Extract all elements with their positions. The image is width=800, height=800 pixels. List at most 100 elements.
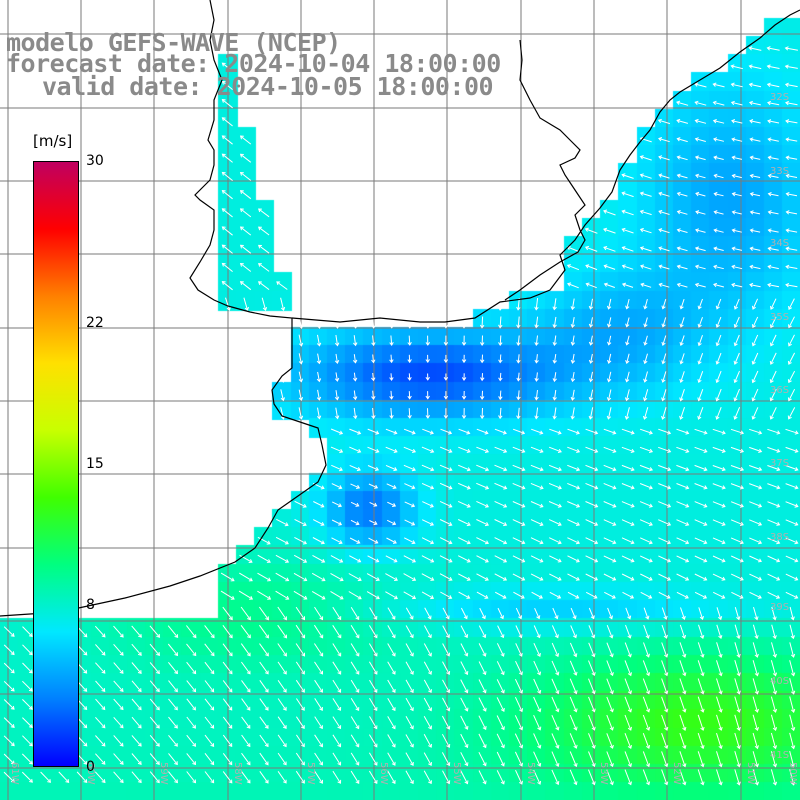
wind-arrow <box>369 607 378 620</box>
wind-arrow <box>750 175 761 178</box>
wind-arrow <box>679 769 686 785</box>
wind-arrow <box>335 353 338 364</box>
wind-arrow-head <box>371 396 376 400</box>
wind-arrow <box>624 642 632 657</box>
wind-arrow-head <box>83 706 88 711</box>
wind-arrow-head <box>754 727 759 732</box>
wind-arrow <box>222 99 233 109</box>
wind-arrow <box>553 372 557 382</box>
wind-arrow-head <box>639 155 644 160</box>
wind-arrow <box>767 102 780 106</box>
wind-arrow-head <box>667 467 672 472</box>
wind-arrow <box>496 679 505 694</box>
longitude-label: 51W <box>745 762 756 785</box>
wind-arrow-head <box>731 246 736 251</box>
wind-arrow <box>567 246 580 253</box>
wind-arrow <box>222 661 233 675</box>
wind-arrow-head <box>137 761 142 765</box>
wind-arrow-head <box>539 540 544 545</box>
wind-arrow <box>405 770 414 784</box>
wind-arrow-head <box>192 670 197 675</box>
wind-arrow-head <box>733 360 738 365</box>
wind-arrow <box>387 607 396 620</box>
wind-arrow-head <box>646 672 651 677</box>
wind-arrow-head <box>776 485 781 490</box>
wind-arrow <box>113 662 124 674</box>
wind-arrow <box>768 211 779 215</box>
wind-arrow <box>421 537 434 544</box>
wind-arrow <box>387 752 396 766</box>
wind-arrow-head <box>609 634 614 639</box>
wind-arrow <box>567 537 580 544</box>
wind-arrow-head <box>552 341 557 346</box>
wind-arrow-head <box>790 653 796 658</box>
wind-arrow <box>421 591 434 599</box>
wind-arrow <box>243 297 248 311</box>
wind-arrow <box>530 519 544 526</box>
wind-arrow-head <box>443 377 449 381</box>
wind-arrow-head <box>339 430 344 435</box>
wind-arrow <box>734 696 740 713</box>
wind-arrow <box>716 298 722 309</box>
wind-arrow <box>785 555 798 562</box>
wind-arrow-head <box>658 137 663 142</box>
wind-arrow-head <box>751 415 756 420</box>
wind-arrow <box>588 607 595 619</box>
wind-arrow <box>639 464 653 471</box>
wind-arrow <box>752 732 758 749</box>
wind-arrow-head <box>239 208 244 213</box>
wind-arrow <box>640 265 652 270</box>
wind-arrow <box>694 519 707 526</box>
wind-arrow-head <box>554 634 559 639</box>
wind-arrow-head <box>375 448 380 453</box>
wind-arrow-head <box>664 653 669 658</box>
wind-arrow <box>551 714 559 731</box>
wind-arrow <box>314 716 323 729</box>
wind-arrow <box>317 407 320 419</box>
wind-arrow <box>603 228 616 234</box>
wind-arrow <box>548 519 562 526</box>
wind-arrow <box>749 102 761 106</box>
wind-arrow-head <box>373 779 378 784</box>
wind-arrow-head <box>790 745 796 750</box>
wind-arrow-head <box>257 226 262 231</box>
wind-arrow <box>222 606 233 620</box>
wind-arrow-head <box>174 761 178 766</box>
wind-arrow <box>530 573 543 581</box>
wind-arrow <box>734 316 740 328</box>
wind-arrow-head <box>302 540 307 545</box>
wind-arrow <box>460 752 468 766</box>
wind-arrow <box>731 138 743 142</box>
wind-arrow <box>387 625 396 638</box>
wind-arrow-head <box>155 724 160 729</box>
wind-arrow-head <box>679 378 684 383</box>
wind-arrow-head <box>239 153 244 158</box>
wind-arrow-head <box>758 521 763 526</box>
wind-arrow-head <box>739 448 745 453</box>
wind-arrow-head <box>371 377 376 382</box>
wind-arrow <box>658 464 671 471</box>
wind-arrow-head <box>337 670 342 675</box>
wind-arrow-head <box>739 540 744 545</box>
wind-arrow-head <box>284 540 289 545</box>
wind-arrow <box>789 624 794 639</box>
wind-arrow <box>712 501 726 507</box>
wind-arrow-head <box>466 558 471 563</box>
wind-arrow-head <box>446 689 451 694</box>
wind-arrow-head <box>534 377 539 382</box>
wind-arrow <box>694 428 707 434</box>
wind-arrow <box>713 247 724 251</box>
wind-arrow <box>752 714 758 731</box>
wind-arrow-head <box>337 706 342 711</box>
wind-arrow <box>640 192 652 197</box>
wind-arrow-head <box>772 690 778 695</box>
wind-arrow-head <box>739 485 745 490</box>
wind-arrow <box>585 501 598 508</box>
coastline-segment <box>291 9 800 323</box>
wind-arrow-head <box>446 725 451 730</box>
wind-arrow <box>622 192 634 198</box>
wind-arrow <box>639 446 653 453</box>
wind-arrow <box>770 732 777 749</box>
wind-arrow <box>767 83 780 88</box>
wind-arrow <box>515 625 522 638</box>
